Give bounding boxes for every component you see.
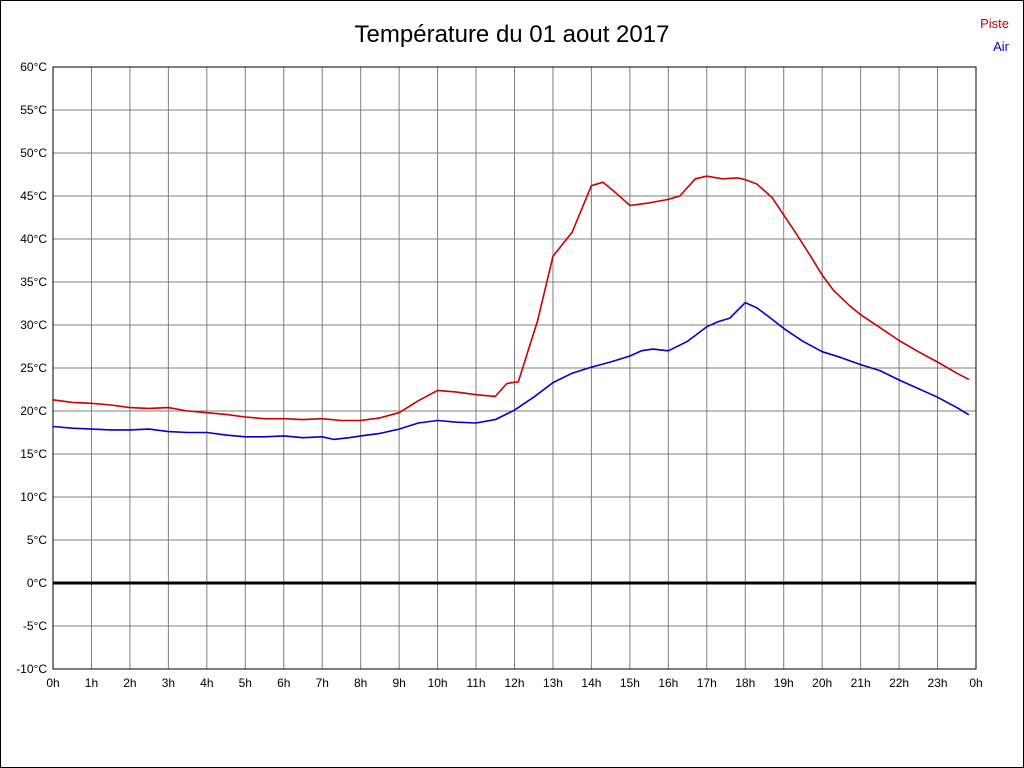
y-tick-label: -10°C — [16, 662, 47, 676]
x-tick-label: 9h — [392, 676, 405, 690]
air-series-line — [52, 301, 970, 441]
chart-legend: Piste Air — [980, 12, 1009, 58]
x-tick-label: 19h — [774, 676, 794, 690]
x-tick-label: 1h — [85, 676, 98, 690]
x-tick-label: 10h — [428, 676, 448, 690]
x-tick-label: 2h — [123, 676, 136, 690]
x-tick-label: 14h — [581, 676, 601, 690]
y-tick-label: 40°C — [20, 232, 47, 246]
legend-item-piste: Piste — [980, 16, 1009, 31]
plot-frame — [52, 66, 977, 670]
chart-title: Température du 01 aout 2017 — [354, 21, 670, 48]
y-tick-label: 60°C — [20, 60, 47, 74]
x-tick-label: 21h — [851, 676, 871, 690]
piste-series-line — [52, 175, 970, 422]
x-tick-label: 16h — [658, 676, 678, 690]
x-tick-label: 4h — [200, 676, 213, 690]
y-tick-label: 10°C — [20, 490, 47, 504]
x-tick-label: 0h — [46, 676, 59, 690]
x-tick-label: 0h — [969, 676, 982, 690]
y-tick-label: 35°C — [20, 275, 47, 289]
y-tick-label: 15°C — [20, 447, 47, 461]
x-tick-label: 23h — [928, 676, 948, 690]
x-tick-label: 6h — [277, 676, 290, 690]
x-tick-label: 17h — [697, 676, 717, 690]
y-tick-label: 0°C — [27, 576, 47, 590]
x-tick-label: 18h — [735, 676, 755, 690]
y-tick-label: 45°C — [20, 189, 47, 203]
x-tick-label: 7h — [316, 676, 329, 690]
y-tick-label: 55°C — [20, 103, 47, 117]
x-tick-label: 20h — [812, 676, 832, 690]
x-tick-label: 13h — [543, 676, 563, 690]
x-tick-label: 12h — [504, 676, 524, 690]
y-tick-label: 25°C — [20, 361, 47, 375]
x-tick-label: 15h — [620, 676, 640, 690]
y-tick-label: 20°C — [20, 404, 47, 418]
x-tick-label: 8h — [354, 676, 367, 690]
x-tick-label: 5h — [239, 676, 252, 690]
x-tick-label: 11h — [466, 676, 485, 690]
legend-item-air: Air — [993, 39, 1009, 54]
x-tick-label: 22h — [889, 676, 909, 690]
y-tick-label: 30°C — [20, 318, 47, 332]
y-tick-label: 50°C — [20, 146, 47, 160]
y-tick-label: -5°C — [23, 619, 47, 633]
y-tick-label: 5°C — [27, 533, 47, 547]
x-tick-label: 3h — [162, 676, 175, 690]
